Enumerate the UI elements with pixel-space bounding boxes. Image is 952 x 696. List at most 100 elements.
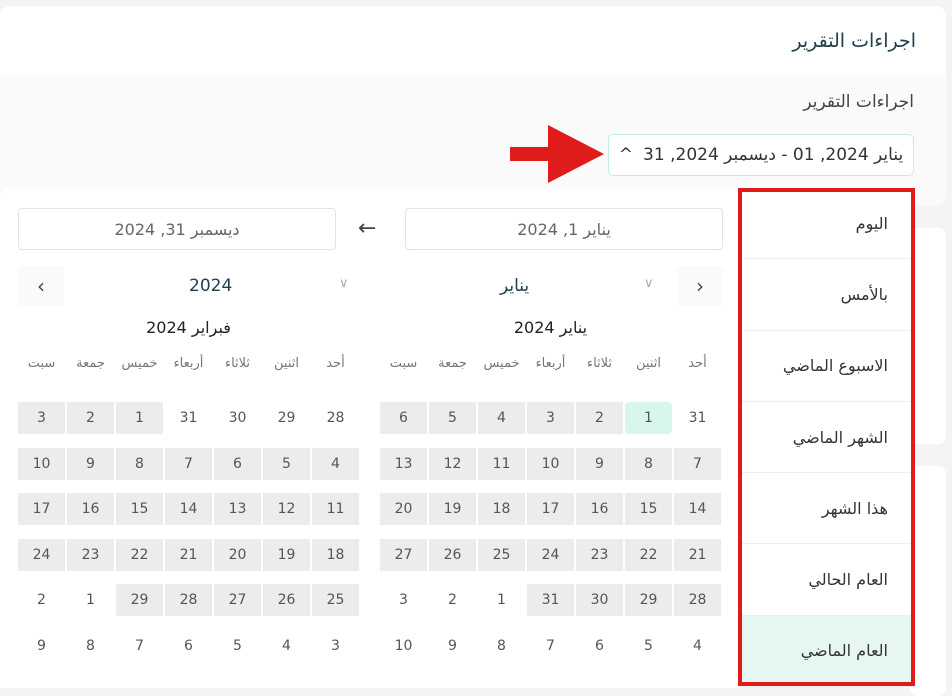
calendar-day[interactable]: 22 (625, 538, 672, 571)
calendar-day[interactable]: 6 (595, 637, 604, 654)
calendar-day[interactable]: 28 (165, 584, 212, 617)
calendar-day[interactable]: 5 (644, 637, 653, 654)
calendar-day[interactable]: 9 (448, 637, 457, 654)
calendar-day[interactable]: 18 (312, 538, 359, 571)
date-range-button[interactable]: يناير 2024, 01 - ديسمبر 2024, 31 ^ (608, 134, 914, 176)
calendar-day[interactable]: 6 (184, 637, 193, 654)
calendar-day[interactable]: 14 (674, 493, 721, 526)
calendar-day[interactable]: 13 (214, 493, 261, 526)
calendar-day[interactable]: 4 (312, 447, 359, 480)
calendar-day[interactable]: 13 (380, 447, 427, 480)
calendar-day[interactable]: 21 (165, 538, 212, 571)
calendar-day[interactable]: 7 (165, 447, 212, 480)
end-date-input[interactable]: ديسمبر 31, 2024 (18, 208, 336, 250)
calendar-day[interactable]: 27 (214, 584, 261, 617)
calendar-day[interactable]: 20 (380, 493, 427, 526)
calendar-day[interactable]: 7 (546, 637, 555, 654)
calendar-day[interactable]: 5 (263, 447, 310, 480)
calendar-day[interactable]: 9 (67, 447, 114, 480)
calendar-day[interactable]: 7 (674, 447, 721, 480)
calendar-day[interactable]: 8 (497, 637, 506, 654)
calendar-day[interactable]: 10 (394, 637, 413, 654)
calendar-day[interactable]: 3 (18, 402, 65, 434)
calendar-day[interactable]: 2 (67, 402, 114, 434)
preset-item[interactable]: اليوم (740, 188, 912, 260)
calendar-day[interactable]: 4 (478, 402, 525, 434)
calendar-day[interactable]: 20 (214, 538, 261, 571)
calendar-day[interactable]: 10 (527, 447, 574, 480)
calendar-day[interactable]: 31 (179, 410, 198, 426)
calendar-day[interactable]: 11 (478, 447, 525, 480)
calendar-day[interactable]: 31 (688, 410, 707, 426)
calendar-day[interactable]: 24 (18, 538, 65, 571)
calendar-day[interactable]: 17 (18, 493, 65, 526)
calendar-day[interactable]: 6 (214, 447, 261, 480)
calendar-day[interactable]: 27 (380, 538, 427, 571)
preset-item[interactable]: العام الحالي (740, 544, 912, 616)
chevron-right-icon: › (696, 274, 704, 298)
calendar-day[interactable]: 1 (497, 592, 506, 609)
preset-item[interactable]: العام الماضي (740, 615, 912, 688)
calendar-day[interactable]: 16 (67, 493, 114, 526)
calendar-day[interactable]: 16 (576, 493, 623, 526)
calendar-day[interactable]: 2 (448, 592, 457, 609)
calendar-day[interactable]: 1 (625, 402, 672, 434)
calendar-day[interactable]: 4 (693, 637, 702, 654)
calendar-day[interactable]: 3 (331, 637, 340, 654)
calendar-day[interactable]: 30 (228, 410, 247, 426)
calendar-day[interactable]: 1 (116, 402, 163, 434)
calendar-day[interactable]: 29 (277, 410, 296, 426)
calendar-day[interactable]: 24 (527, 538, 574, 571)
calendar-day[interactable]: 12 (429, 447, 476, 480)
calendar-day[interactable]: 8 (116, 447, 163, 480)
calendar-day[interactable]: 19 (263, 538, 310, 571)
calendar-day[interactable]: 19 (429, 493, 476, 526)
calendar-day[interactable]: 25 (478, 538, 525, 571)
calendar-day[interactable]: 4 (282, 637, 291, 654)
preset-item[interactable]: بالأمس (740, 259, 912, 331)
calendar-day[interactable]: 18 (478, 493, 525, 526)
calendar-day[interactable]: 15 (116, 493, 163, 526)
calendar-day[interactable]: 29 (625, 584, 672, 617)
calendar-day[interactable]: 9 (37, 637, 46, 654)
preset-item[interactable]: هذا الشهر (740, 473, 912, 545)
calendar-day[interactable]: 17 (527, 493, 574, 526)
calendar-day[interactable]: 8 (625, 447, 672, 480)
prev-month-button[interactable]: ‹ (18, 266, 64, 306)
month-select[interactable]: يناير (500, 276, 530, 296)
calendar-day[interactable]: 3 (527, 402, 574, 434)
preset-item[interactable]: الاسبوع الماضي (740, 331, 912, 402)
calendar-day[interactable]: 15 (625, 493, 672, 526)
calendar-day[interactable]: 9 (576, 447, 623, 480)
calendar-day[interactable]: 2 (37, 592, 46, 609)
calendar-day[interactable]: 11 (312, 493, 359, 526)
next-month-button[interactable]: › (677, 266, 723, 306)
calendar-day[interactable]: 30 (576, 584, 623, 617)
calendar-day[interactable]: 28 (674, 584, 721, 617)
calendar-day[interactable]: 3 (399, 592, 408, 609)
calendar-day[interactable]: 26 (263, 584, 310, 617)
year-select[interactable]: 2024 (189, 276, 233, 296)
calendar-day[interactable]: 25 (312, 584, 359, 617)
calendar-day[interactable]: 26 (429, 538, 476, 571)
calendar-day[interactable]: 10 (18, 447, 65, 480)
calendar-day[interactable]: 31 (527, 584, 574, 617)
calendar-week: 14 15 16 17 18 19 20 (379, 493, 722, 539)
calendar-day[interactable]: 28 (326, 410, 345, 426)
calendar-day[interactable]: 23 (67, 538, 114, 571)
calendar-day[interactable]: 22 (116, 538, 163, 571)
start-date-input[interactable]: يناير 1, 2024 (405, 208, 723, 250)
calendar-day[interactable]: 12 (263, 493, 310, 526)
calendar-day[interactable]: 2 (576, 402, 623, 434)
calendar-day[interactable]: 21 (674, 538, 721, 571)
calendar-day[interactable]: 23 (576, 538, 623, 571)
calendar-day[interactable]: 7 (135, 637, 144, 654)
calendar-day[interactable]: 29 (116, 584, 163, 617)
calendar-day[interactable]: 1 (86, 592, 95, 609)
calendar-day[interactable]: 8 (86, 637, 95, 654)
calendar-day[interactable]: 5 (429, 402, 476, 434)
preset-item[interactable]: الشهر الماضي (740, 402, 912, 474)
calendar-day[interactable]: 6 (380, 402, 427, 434)
calendar-day[interactable]: 14 (165, 493, 212, 526)
calendar-day[interactable]: 5 (233, 637, 242, 654)
